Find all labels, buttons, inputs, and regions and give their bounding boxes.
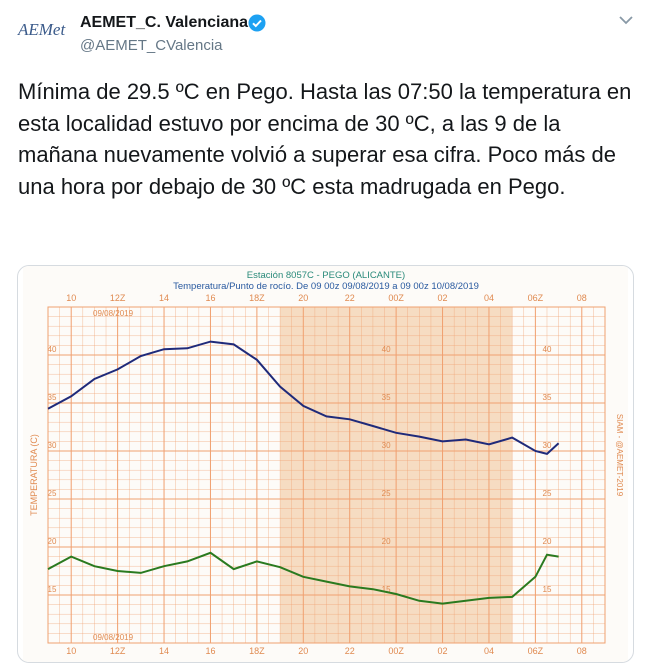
tweet-text: Mínima de 29.5 ºC en Pego. Hasta las 07:… (18, 79, 632, 199)
menu-chevron[interactable] (618, 14, 634, 26)
x-tick-label: 14 (159, 293, 169, 303)
chart-title: Estación 8057C - PEGO (ALICANTE) (247, 270, 405, 281)
y-tick-label: 25 (543, 489, 552, 498)
x-tick-label: 18Z (249, 293, 265, 303)
date-label: 09/08/2019 (93, 309, 134, 318)
x-tick-label: 02 (438, 646, 448, 656)
y-tick-label: 35 (48, 393, 57, 402)
x-tick-label: 12Z (110, 646, 126, 656)
x-tick-label: 02 (438, 293, 448, 303)
verified-badge (248, 14, 266, 32)
account-name[interactable]: AEMET_C. Valenciana (80, 14, 249, 31)
y-tick-label: 30 (543, 441, 552, 450)
y-tick-label: 20 (382, 537, 391, 546)
chart: 15 15 15 20 20 20 25 25 25 30 30 30 35 35 35 40 40 40 10 10… (23, 266, 628, 662)
y-tick-label: 20 (48, 537, 57, 546)
x-tick-label: 04 (484, 646, 494, 656)
x-tick-label: 08 (577, 646, 587, 656)
right-label: SIAM - @AEMET-2019 (615, 414, 624, 497)
x-tick-label: 06Z (528, 293, 544, 303)
y-tick-label: 25 (382, 489, 391, 498)
x-tick-label: 12Z (110, 293, 126, 303)
y-tick-label: 30 (48, 441, 57, 450)
y-tick-label: 40 (543, 345, 552, 354)
x-tick-label: 16 (205, 293, 215, 303)
series-line (47, 340, 560, 456)
x-tick-label: 22 (345, 293, 355, 303)
x-tick-label: 00Z (388, 293, 404, 303)
y-tick-label: 20 (543, 537, 552, 546)
account-handle[interactable]: @AEMET_CValencia (80, 37, 223, 54)
media-card[interactable]: 15 15 15 20 20 20 25 25 25 30 30 30 35 35 35 40 40 40 10 10… (17, 265, 634, 663)
x-tick-label: 14 (159, 646, 169, 656)
x-tick-label: 08 (577, 293, 587, 303)
x-tick-label: 16 (205, 646, 215, 656)
y-axis-label: TEMPERATURA (C) (29, 434, 39, 516)
x-tick-label: 18Z (249, 646, 265, 656)
x-tick-label: 10 (66, 646, 76, 656)
logo: AEMet (18, 20, 66, 39)
x-tick-label: 22 (345, 646, 355, 656)
chart-subtitle: Temperatura/Punto de rocío. De 09 00z 09… (173, 281, 479, 292)
y-tick-label: 15 (48, 585, 57, 594)
x-tick-label: 20 (298, 293, 308, 303)
x-tick-label: 20 (298, 646, 308, 656)
x-tick-label: 10 (66, 293, 76, 303)
y-tick-label: 40 (48, 345, 57, 354)
plot-frame (47, 306, 606, 644)
y-tick-label: 15 (543, 585, 552, 594)
y-tick-label: 30 (382, 441, 391, 450)
x-tick-label: 00Z (388, 646, 404, 656)
y-tick-label: 35 (543, 393, 552, 402)
date-label: 09/08/2019 (93, 633, 134, 642)
y-tick-label: 25 (48, 489, 57, 498)
y-tick-label: 40 (382, 345, 391, 354)
x-tick-label: 06Z (528, 646, 544, 656)
series-line (47, 551, 559, 605)
x-tick-label: 04 (484, 293, 494, 303)
y-tick-label: 35 (382, 393, 391, 402)
y-tick-label: 15 (382, 585, 391, 594)
